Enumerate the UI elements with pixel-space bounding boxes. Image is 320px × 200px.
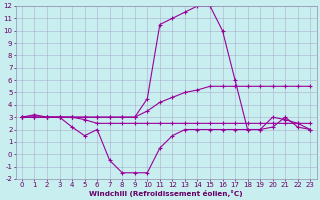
X-axis label: Windchill (Refroidissement éolien,°C): Windchill (Refroidissement éolien,°C) bbox=[89, 190, 243, 197]
